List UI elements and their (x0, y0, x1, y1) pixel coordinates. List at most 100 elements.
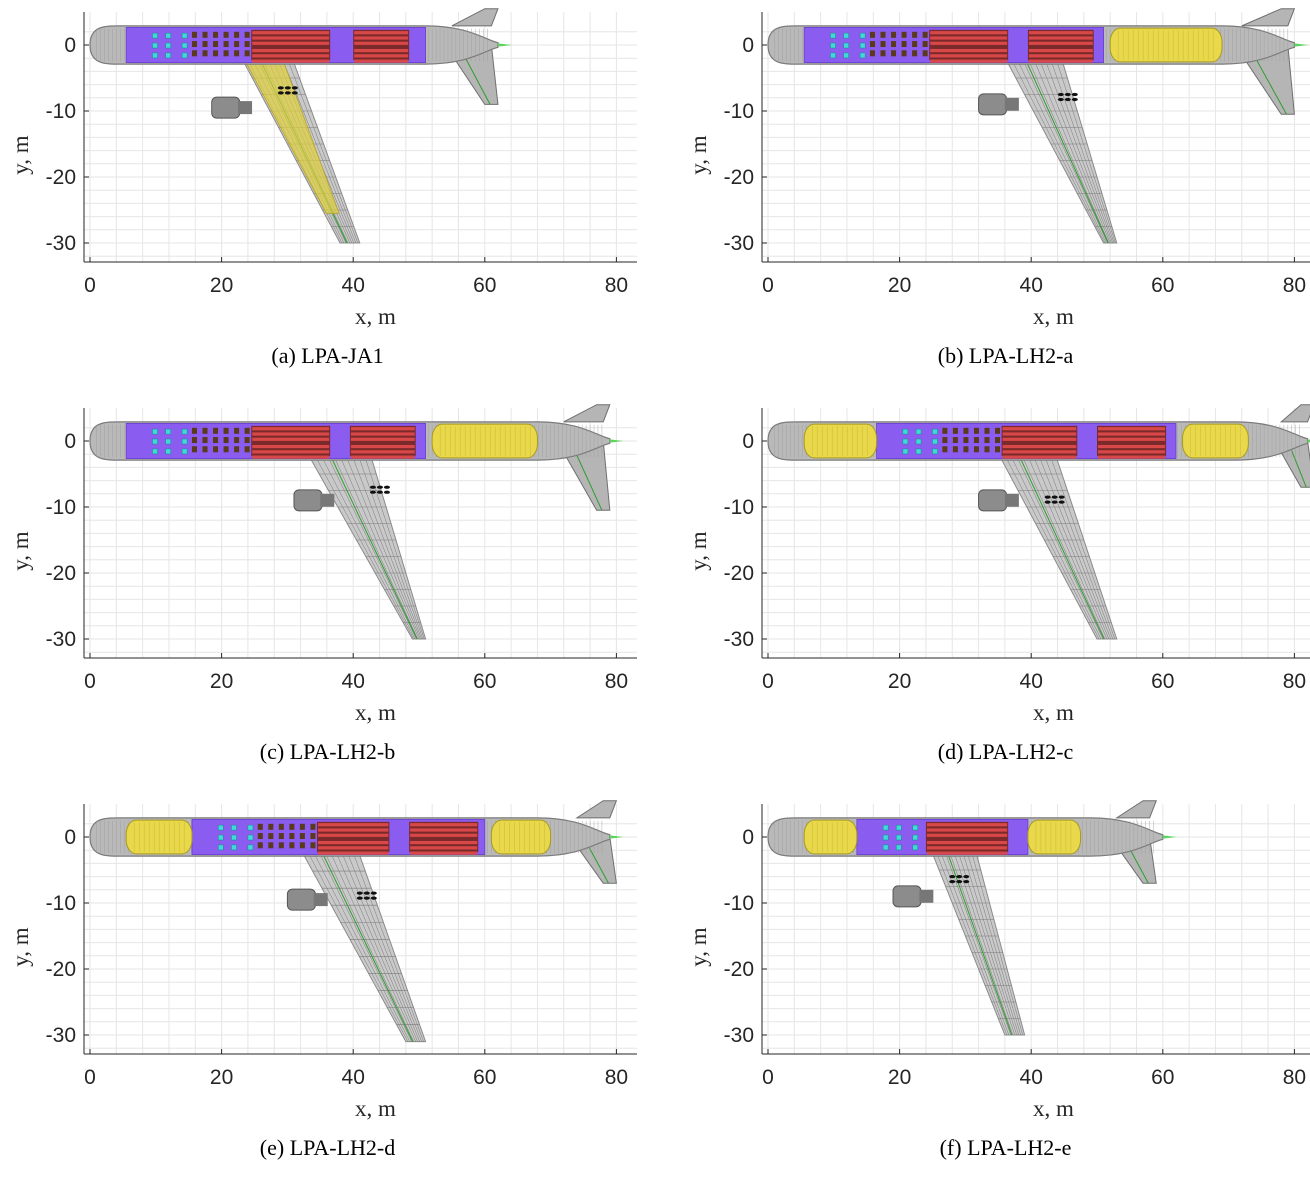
x-axis-label: x, m (1033, 700, 1074, 725)
front-seat (922, 50, 928, 57)
y-axis-label: y, m (8, 927, 33, 967)
seat-row (1028, 41, 1093, 45)
service-unit (218, 824, 224, 831)
seat-row (354, 41, 409, 45)
gear-wheel (1064, 92, 1071, 97)
seat-row (318, 840, 389, 845)
service-unit (915, 448, 922, 455)
service-unit (165, 52, 171, 59)
gear-wheel (284, 91, 291, 95)
front-seat (310, 842, 316, 849)
wing-stringer (1027, 44, 1111, 244)
wing-stringer (1015, 44, 1108, 244)
seat-block (349, 425, 416, 459)
service-unit (231, 834, 237, 841)
gear-wheel (363, 891, 370, 895)
engine-nacelle (978, 489, 1008, 512)
seat-row (930, 59, 1008, 63)
wing-stringer (957, 836, 1019, 1036)
seat-row (1002, 432, 1077, 436)
x-tick-label: 40 (1020, 670, 1043, 693)
seat-row (252, 444, 330, 449)
service-unit (859, 32, 866, 39)
seat-row (350, 455, 415, 459)
lh2-tank (1182, 423, 1249, 459)
wing-stringer (313, 440, 416, 640)
seat-row (1028, 36, 1093, 40)
gear-wheel (1051, 495, 1058, 499)
front-seat (202, 427, 208, 434)
lh2-tank (431, 423, 538, 459)
service-unit (152, 428, 158, 435)
x-tick-label: 80 (605, 670, 628, 693)
front-seat (244, 41, 250, 48)
y-tick-label: -10 (724, 100, 754, 123)
front-seat (901, 50, 907, 57)
seat-block (251, 425, 331, 459)
front-seat (869, 31, 875, 38)
service-unit (181, 438, 188, 445)
front-seat (995, 427, 1001, 434)
service-unit (218, 834, 224, 841)
gear-wheel (370, 891, 377, 895)
wing-stringer (934, 836, 1010, 1036)
x-tick-label: 60 (1151, 670, 1174, 693)
seat-row (252, 41, 330, 45)
wing-stringer (967, 836, 1023, 1036)
plot-e: 0 -10 -20 -30 0 20 40 60 80 x, m y, m (8, 800, 637, 1121)
front-seat (223, 50, 229, 57)
vertical-tail (575, 800, 618, 819)
front-seat (912, 31, 918, 38)
front-seat (223, 41, 229, 48)
wing-stringer (352, 440, 424, 640)
seat-row (1002, 450, 1077, 454)
gear-wheel (1057, 97, 1064, 102)
panel-b: 0 -10 -20 -30 0 20 40 60 80 x, m y, m (b) LPA-LH2-… (678, 0, 1310, 396)
service-unit (882, 824, 889, 831)
engine-nacelle (978, 93, 1008, 116)
seat-row (350, 427, 415, 431)
seat-block (409, 821, 479, 855)
lh2-tank (1027, 819, 1082, 855)
front-seat (922, 41, 928, 48)
front-seat (213, 50, 219, 57)
front-seat (278, 842, 284, 849)
seat-row (1002, 427, 1077, 431)
front-seat (901, 41, 907, 48)
front-seat (257, 842, 263, 849)
wing-stringer (930, 836, 1008, 1036)
service-unit (165, 428, 171, 435)
caption-a: (a) LPA-JA1 (271, 343, 384, 368)
front-seat (942, 437, 948, 444)
wing-stringer (281, 44, 359, 244)
wing-stringer (939, 836, 1012, 1036)
y-tick-label: -20 (46, 166, 76, 189)
seat-row (926, 833, 1008, 837)
seat-row (1098, 444, 1166, 449)
y-tick-label: -20 (724, 562, 754, 585)
service-unit (859, 42, 866, 49)
front-seat (202, 446, 208, 453)
service-unit (830, 32, 836, 39)
x-tick-label: 20 (210, 1066, 233, 1089)
x-tick-label: 0 (762, 274, 774, 297)
front-seat (191, 446, 197, 453)
wing-stringer (1009, 44, 1107, 244)
wing-stringer (335, 836, 420, 1042)
lh2-tank (490, 819, 552, 855)
seat-block (353, 29, 410, 63)
seat-row (350, 444, 415, 449)
engine-core (1004, 97, 1019, 111)
gear-wheel (291, 86, 298, 90)
seat-row (252, 31, 330, 35)
wing-stringer (1039, 44, 1114, 244)
y-tick-label: -20 (724, 166, 754, 189)
service-unit (165, 438, 171, 445)
vertical-tail (1241, 8, 1296, 27)
gear-wheel (376, 485, 383, 489)
x-tick-label: 80 (605, 274, 628, 297)
seat-row (350, 432, 415, 436)
y-tick-label: -30 (724, 232, 754, 255)
front-seat (244, 437, 250, 444)
seat-row (1002, 437, 1077, 441)
